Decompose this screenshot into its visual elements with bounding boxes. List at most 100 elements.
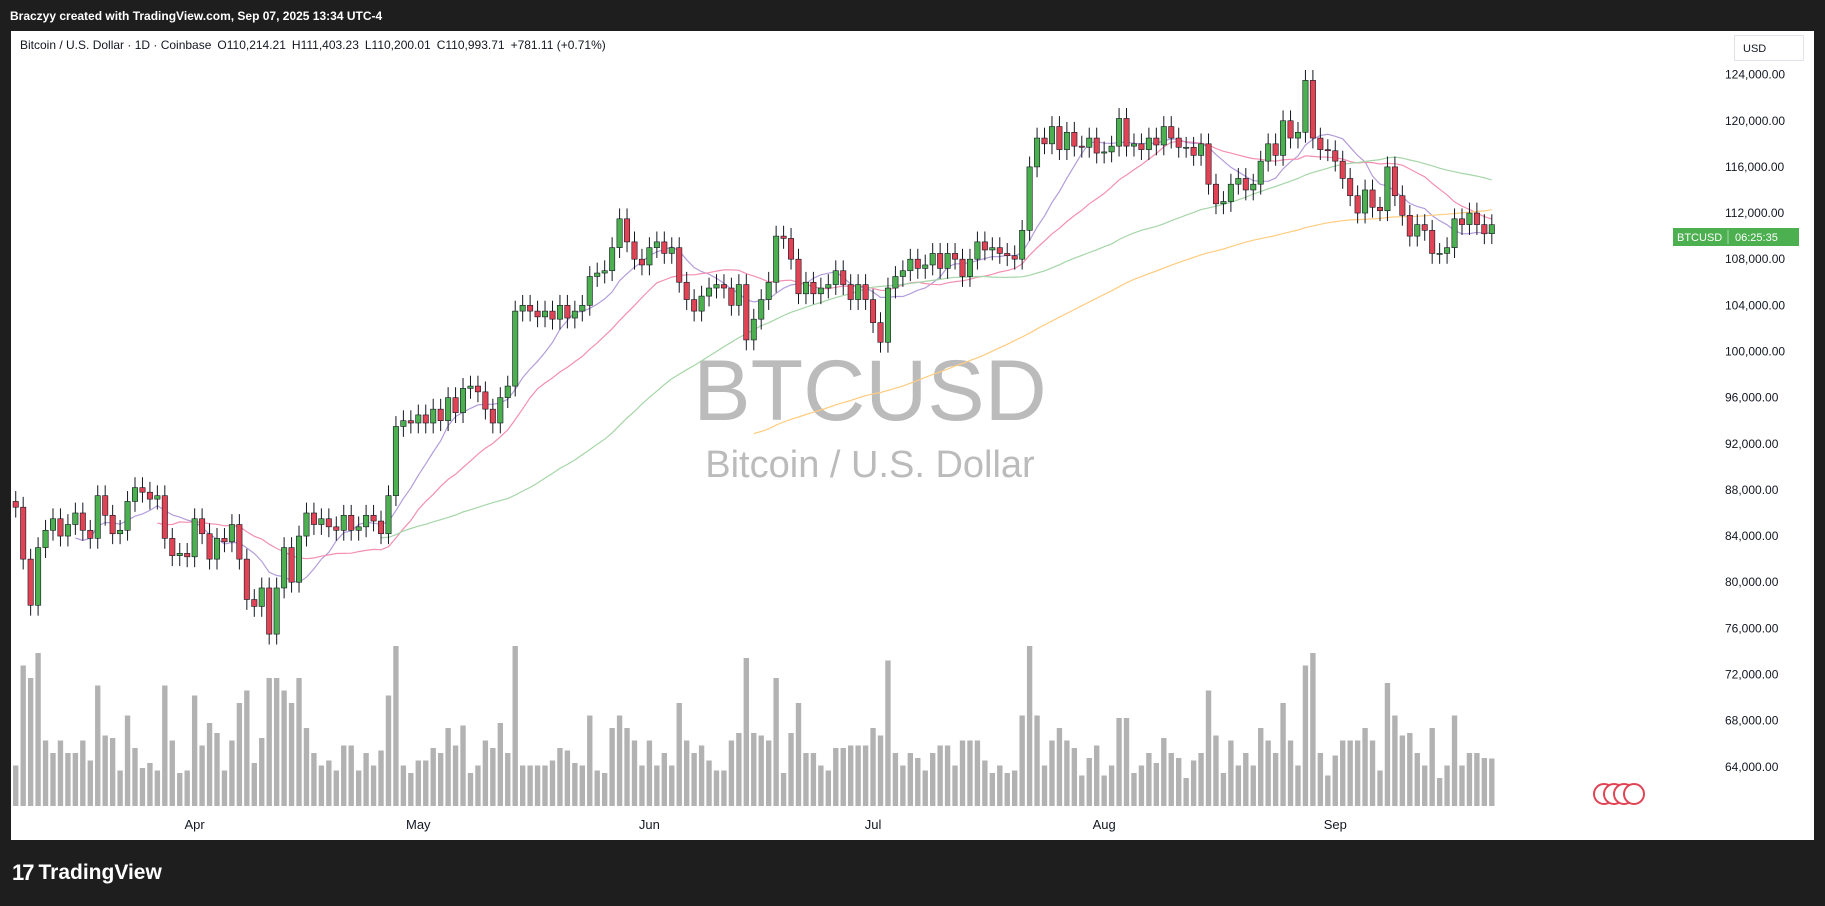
tradingview-footer: 17 TradingView — [12, 858, 162, 888]
volume-bar — [348, 745, 354, 806]
volume-bar — [1026, 646, 1033, 806]
candle-up — [601, 270, 608, 274]
y-tick-label: 76,000.00 — [1725, 621, 1779, 635]
candle-down — [266, 587, 273, 635]
candle-up — [1250, 183, 1257, 191]
price-tag-symbol: BTCUSD — [1677, 232, 1722, 244]
volume-bar — [1183, 778, 1189, 806]
symbol-watermark: BTCUSD Bitcoin / U.S. Dollar — [693, 343, 1047, 486]
candle-down — [474, 385, 481, 393]
volume-bar — [1116, 718, 1122, 806]
candle-up — [415, 414, 422, 424]
volume-bar — [408, 773, 414, 806]
candle-up — [445, 397, 452, 421]
candle-down — [251, 599, 258, 607]
candle-up — [735, 284, 742, 306]
candle-up — [132, 487, 138, 502]
volume-bar — [915, 758, 921, 806]
volume-bar — [117, 770, 123, 806]
chart-panel[interactable] — [11, 31, 1814, 840]
candle-down — [810, 281, 817, 295]
volume-bar — [35, 653, 41, 806]
currency-button[interactable]: USD — [1734, 35, 1804, 61]
candle-up — [400, 420, 407, 427]
candle-up — [1116, 118, 1123, 147]
volume-bar — [870, 728, 876, 806]
volume-bar — [50, 753, 56, 806]
candlesticks[interactable] — [12, 69, 1495, 645]
candle-up — [1488, 224, 1495, 234]
candle-up — [385, 495, 392, 535]
candle-down — [407, 420, 414, 424]
y-tick-label: 124,000.00 — [1725, 68, 1785, 82]
candle-up — [944, 253, 951, 269]
candle-down — [996, 247, 1003, 254]
candle-up — [1086, 137, 1093, 148]
volume-bar — [676, 703, 682, 806]
price-tag-countdown: 06:25:35 — [1735, 232, 1778, 244]
legend-symbol: Bitcoin / U.S. Dollar · 1D · Coinbase — [20, 38, 212, 52]
volume-bar — [355, 770, 362, 806]
candle-down — [489, 408, 496, 424]
volume-bar — [721, 770, 727, 806]
candle-up — [1198, 143, 1205, 156]
candle-down — [631, 241, 638, 260]
y-tick-label: 92,000.00 — [1725, 437, 1779, 451]
candle-up — [825, 284, 832, 289]
volume-bar — [773, 678, 779, 806]
time-axis[interactable]: Apr May Jun Jul Aug Sep — [185, 817, 1347, 832]
volume-bar — [1228, 740, 1234, 806]
y-tick-label: 84,000.00 — [1725, 529, 1779, 543]
volume-bar — [840, 748, 846, 806]
candle-up — [1160, 126, 1167, 146]
candle-down — [549, 310, 556, 320]
volume-bar — [1086, 758, 1092, 806]
candle-down — [57, 518, 64, 537]
candle-up — [929, 253, 936, 266]
volume-bar — [1280, 703, 1286, 806]
candle-down — [199, 518, 206, 535]
volume-bar — [87, 760, 93, 806]
volume-bar — [601, 773, 608, 806]
volume-bar — [303, 728, 310, 806]
legend-high: H111,403.23 — [291, 38, 359, 52]
candle-up — [1466, 212, 1473, 225]
events-flags-icon[interactable] — [1593, 783, 1645, 805]
volume-bar — [1250, 765, 1256, 806]
volume-bar — [1369, 740, 1376, 806]
candle-up — [1048, 126, 1055, 145]
volume-bar — [1101, 775, 1107, 806]
volume-bar — [57, 740, 64, 806]
volume-bar — [907, 753, 914, 806]
candle-up — [750, 318, 757, 341]
volume-bar — [892, 753, 899, 806]
y-tick-label: 120,000.00 — [1725, 114, 1785, 128]
volume-bar — [333, 770, 339, 806]
volume-bar — [780, 773, 787, 806]
candle-up — [318, 518, 325, 525]
candle-up — [832, 270, 839, 285]
volume-bar — [1071, 748, 1078, 806]
candle-down — [1123, 118, 1130, 147]
candle-up — [542, 310, 549, 318]
candle-down — [1004, 253, 1011, 257]
volume-bar — [370, 765, 377, 806]
candle-up — [1257, 160, 1264, 185]
x-tick-label: Jul — [865, 817, 882, 832]
candle-up — [1183, 146, 1190, 149]
volume-bar — [1384, 683, 1391, 806]
candle-up — [228, 524, 235, 543]
legend-change: +781.11 (+0.71%) — [510, 38, 606, 52]
volume-bar — [1041, 765, 1048, 806]
volume-bar — [1138, 765, 1145, 806]
candle-down — [1354, 195, 1361, 214]
volume-bar — [1034, 715, 1040, 806]
candle-down — [146, 491, 153, 500]
volume-bar — [184, 770, 190, 806]
volume-bar — [765, 740, 772, 806]
last-price-tag: BTCUSD 06:25:35 — [1673, 228, 1799, 246]
y-tick-label: 112,000.00 — [1725, 206, 1784, 220]
volume-bar — [534, 765, 541, 806]
price-axis[interactable]: 124,000.00 120,000.00 116,000.00 112,000.00… — [1725, 68, 1785, 774]
